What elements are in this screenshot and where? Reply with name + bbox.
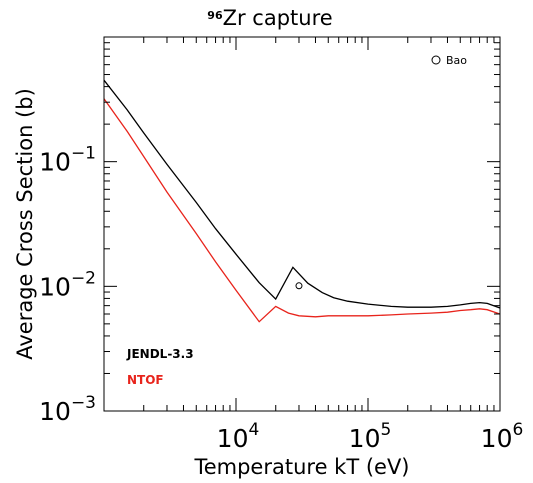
series-line-ntof: [104, 98, 500, 323]
legend-entry-ntof: NTOF: [127, 373, 164, 387]
title-isotope-number: 96: [207, 9, 223, 22]
series-line-jendl-3-3: [104, 79, 500, 309]
legend-entry-jendl: JENDL-3.3: [126, 347, 194, 361]
x-tick-label: 105: [349, 420, 392, 453]
ticks: 104 105 106 10−1 10−2 10−3: [39, 37, 523, 453]
legend: JENDL-3.3 NTOF: [126, 347, 194, 387]
plot-data: [104, 79, 500, 323]
data-point-bao: [295, 282, 303, 290]
y-tick-label: 10−2: [39, 268, 96, 301]
x-axis-label: Temperature kT (eV): [193, 455, 409, 479]
plot-frame: [103, 36, 501, 412]
title-text: Zr capture: [223, 6, 333, 30]
y-axis-label: Average Cross Section (b): [13, 88, 37, 360]
point-label-marker: [431, 55, 441, 65]
x-tick-label: 104: [217, 420, 260, 453]
chart-title: 96Zr capture: [207, 6, 332, 30]
y-tick-label: 10−1: [39, 144, 96, 177]
x-tick-label: 106: [481, 420, 524, 453]
point-label-text: Bao: [446, 54, 467, 67]
y-tick-label: 10−3: [39, 393, 96, 426]
point-label: Bao: [431, 54, 467, 67]
